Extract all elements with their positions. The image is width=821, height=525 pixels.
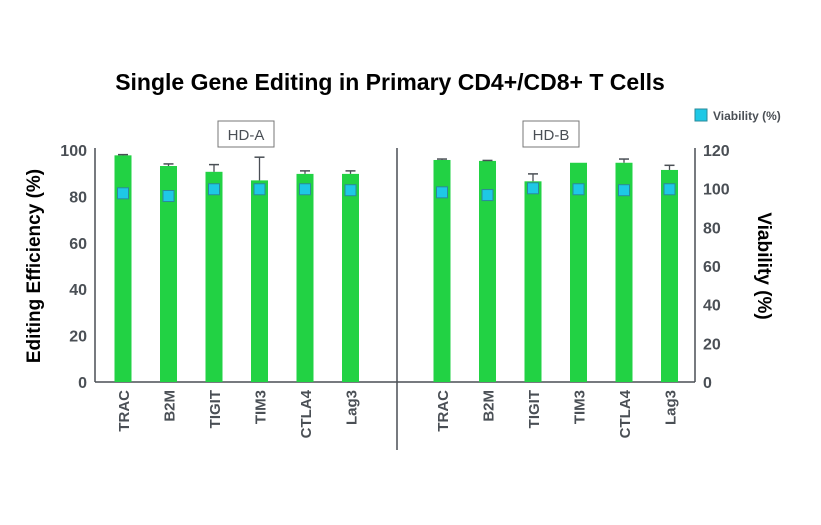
x-tick-label: Lag3 [344,390,361,425]
viability-point [117,187,129,200]
y-axis-label: Editing Efficiency (%) [24,169,45,363]
x-tick-label: TIM3 [572,390,589,424]
x-tick-label: CTLA4 [617,389,634,438]
bar-editing-efficiency [479,160,496,382]
x-tick-label: TRAC [435,390,452,432]
y-tick-label: 20 [69,329,87,346]
y2-tick-label: 20 [703,336,721,353]
bar-editing-efficiency [524,181,542,382]
legend: Viability (%) [694,108,781,123]
bar-editing-efficiency [615,162,633,382]
bar-editing-efficiency [433,159,451,382]
viability-point [344,184,357,197]
x-tick-label: CTLA4 [298,389,315,438]
panel-label-box [522,120,580,148]
panel-label: HD-A [228,127,265,144]
viability-point [481,189,494,202]
bar-editing-efficiency [114,155,132,382]
x-tick-label: B2M [481,390,498,422]
viability-point [162,190,175,203]
y2-tick-label: 120 [703,143,730,160]
y2-tick-label: 80 [703,220,721,237]
bar-editing-efficiency [251,180,268,382]
bar-editing-efficiency [661,169,678,382]
bar-editing-efficiency [296,173,314,382]
x-tick-label: Lag3 [663,390,680,425]
viability-point [208,183,220,196]
x-tick-label: TIGIT [526,390,543,428]
legend-viability-marker [694,108,708,122]
y-tick-label: 60 [69,236,87,253]
y2-axis-label: Viability (%) [753,212,774,319]
viability-point [527,182,539,195]
viability-point [299,183,311,196]
viability-point [253,183,266,196]
y-tick-label: 0 [78,375,87,392]
panel-label: HD-B [533,127,570,144]
y2-tick-label: 0 [703,375,712,392]
x-tick-label: TIM3 [253,390,270,424]
y2-tick-label: 60 [703,259,721,276]
viability-point [618,184,630,197]
y2-tick-label: 100 [703,182,730,199]
viability-point [572,183,585,196]
y-tick-label: 40 [69,282,87,299]
y-tick-label: 100 [60,143,87,160]
panel-label-box [217,120,275,148]
x-tick-label: TIGIT [207,390,224,428]
legend-viability-label: Viability (%) [713,109,781,123]
x-tick-label: TRAC [116,390,133,432]
bar-editing-efficiency [160,166,177,382]
viability-point [663,183,676,196]
bar-editing-efficiency [342,173,359,382]
bar-editing-efficiency [205,171,223,382]
viability-point [436,186,448,199]
x-tick-label: B2M [162,390,179,422]
chart-title: Single Gene Editing in Primary CD4+/CD8+… [115,69,665,95]
y2-tick-label: 40 [703,298,721,315]
y-tick-label: 80 [69,189,87,206]
bar-editing-efficiency [570,162,587,382]
